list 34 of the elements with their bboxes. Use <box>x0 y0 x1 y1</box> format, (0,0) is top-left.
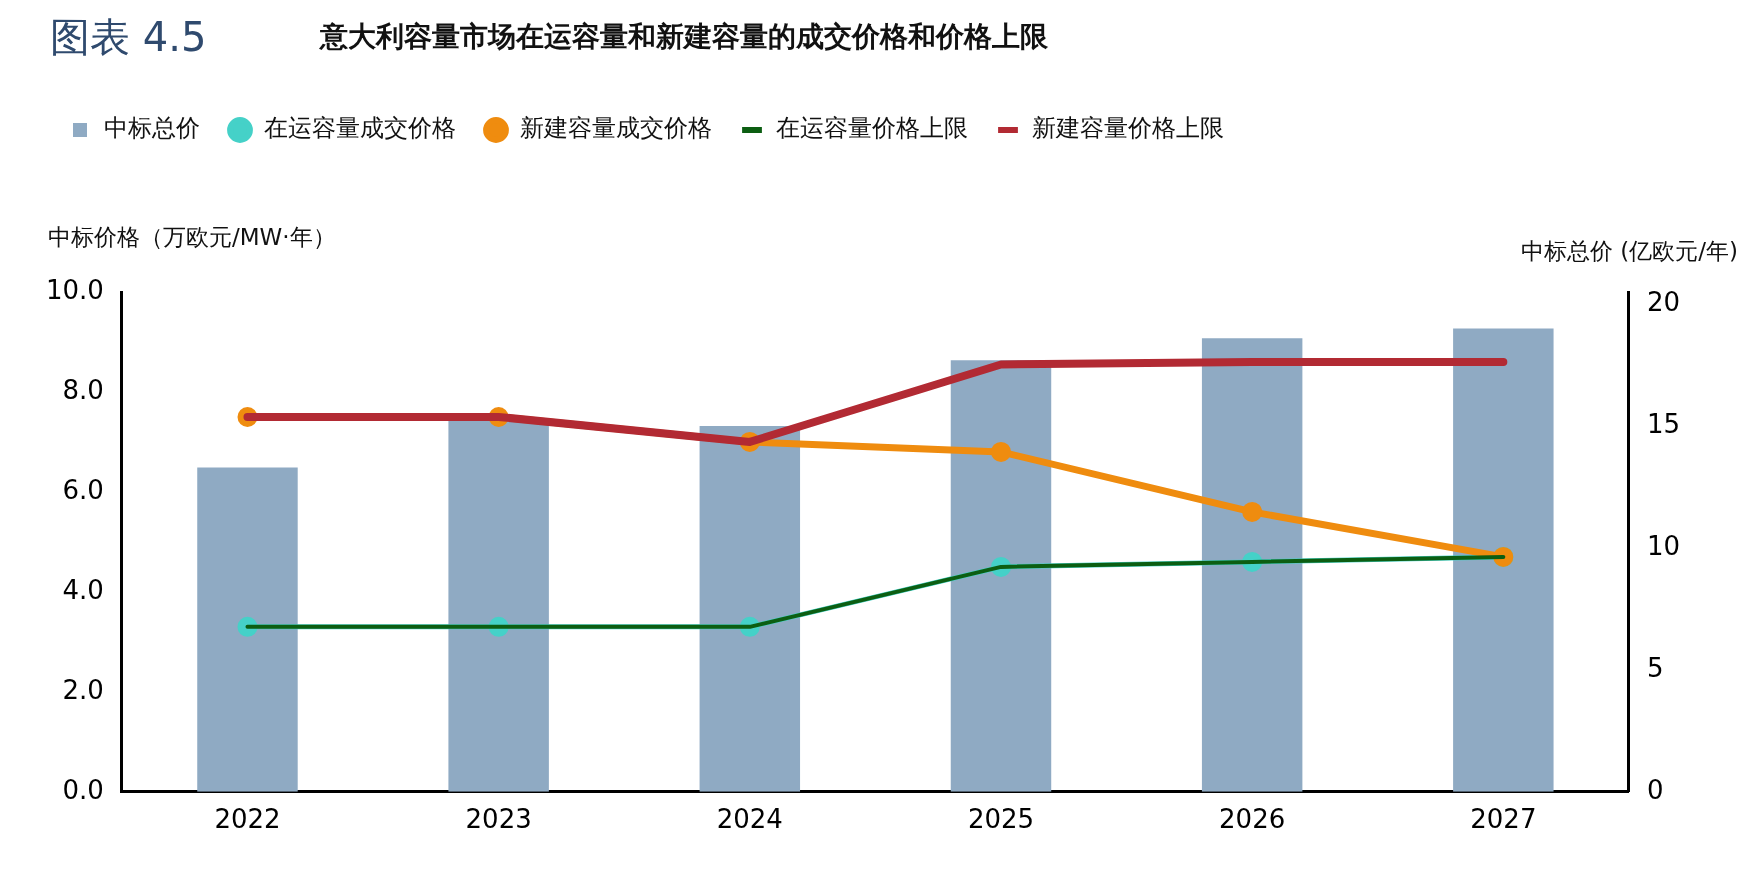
bar <box>950 360 1052 792</box>
point <box>1242 501 1263 522</box>
legend-label: 新建容量价格上限 <box>1032 114 1224 143</box>
x-tick-label: 2024 <box>716 804 783 835</box>
x-tick-label: 2025 <box>967 804 1035 835</box>
legend-label: 新建容量成交价格 <box>520 114 712 143</box>
y-tick-label: 0.0 <box>62 774 104 805</box>
legend-label: 在运容量价格上限 <box>776 114 968 143</box>
y2-tick-label: 15 <box>1646 408 1681 439</box>
legend-label: 中标总价 <box>104 114 200 143</box>
legend-label: 在运容量成交价格 <box>264 114 456 143</box>
y2-tick-label: 0 <box>1646 774 1664 805</box>
bar <box>197 467 298 792</box>
text: 图表 4.5 <box>50 13 207 62</box>
x-tick-label: 2027 <box>1470 804 1537 835</box>
bar <box>699 426 801 792</box>
bar <box>1453 328 1554 792</box>
y2-axis-title: 中标总价 (亿欧元/年) <box>1520 237 1738 266</box>
y-axis-title: 中标价格（万欧元/MW·年） <box>48 223 336 252</box>
y2-tick-label: 5 <box>1646 652 1664 683</box>
point <box>990 441 1011 462</box>
y-tick-label: 4.0 <box>62 574 104 605</box>
x-tick-label: 2023 <box>465 804 532 835</box>
y-tick-label: 8.0 <box>62 374 104 405</box>
y2-tick-label: 20 <box>1646 286 1681 317</box>
y-tick-label: 10.0 <box>46 274 104 305</box>
y2-tick-label: 10 <box>1646 530 1681 561</box>
y-tick-label: 6.0 <box>62 474 104 505</box>
chart-title: 意大利容量市场在运容量和新建容量的成交价格和价格上限 <box>320 19 1048 55</box>
bar <box>1201 338 1303 792</box>
y-tick-label: 2.0 <box>62 674 104 705</box>
bar <box>448 418 549 792</box>
x-tick-label: 2026 <box>1219 804 1286 835</box>
x-tick-label: 2022 <box>214 804 281 835</box>
